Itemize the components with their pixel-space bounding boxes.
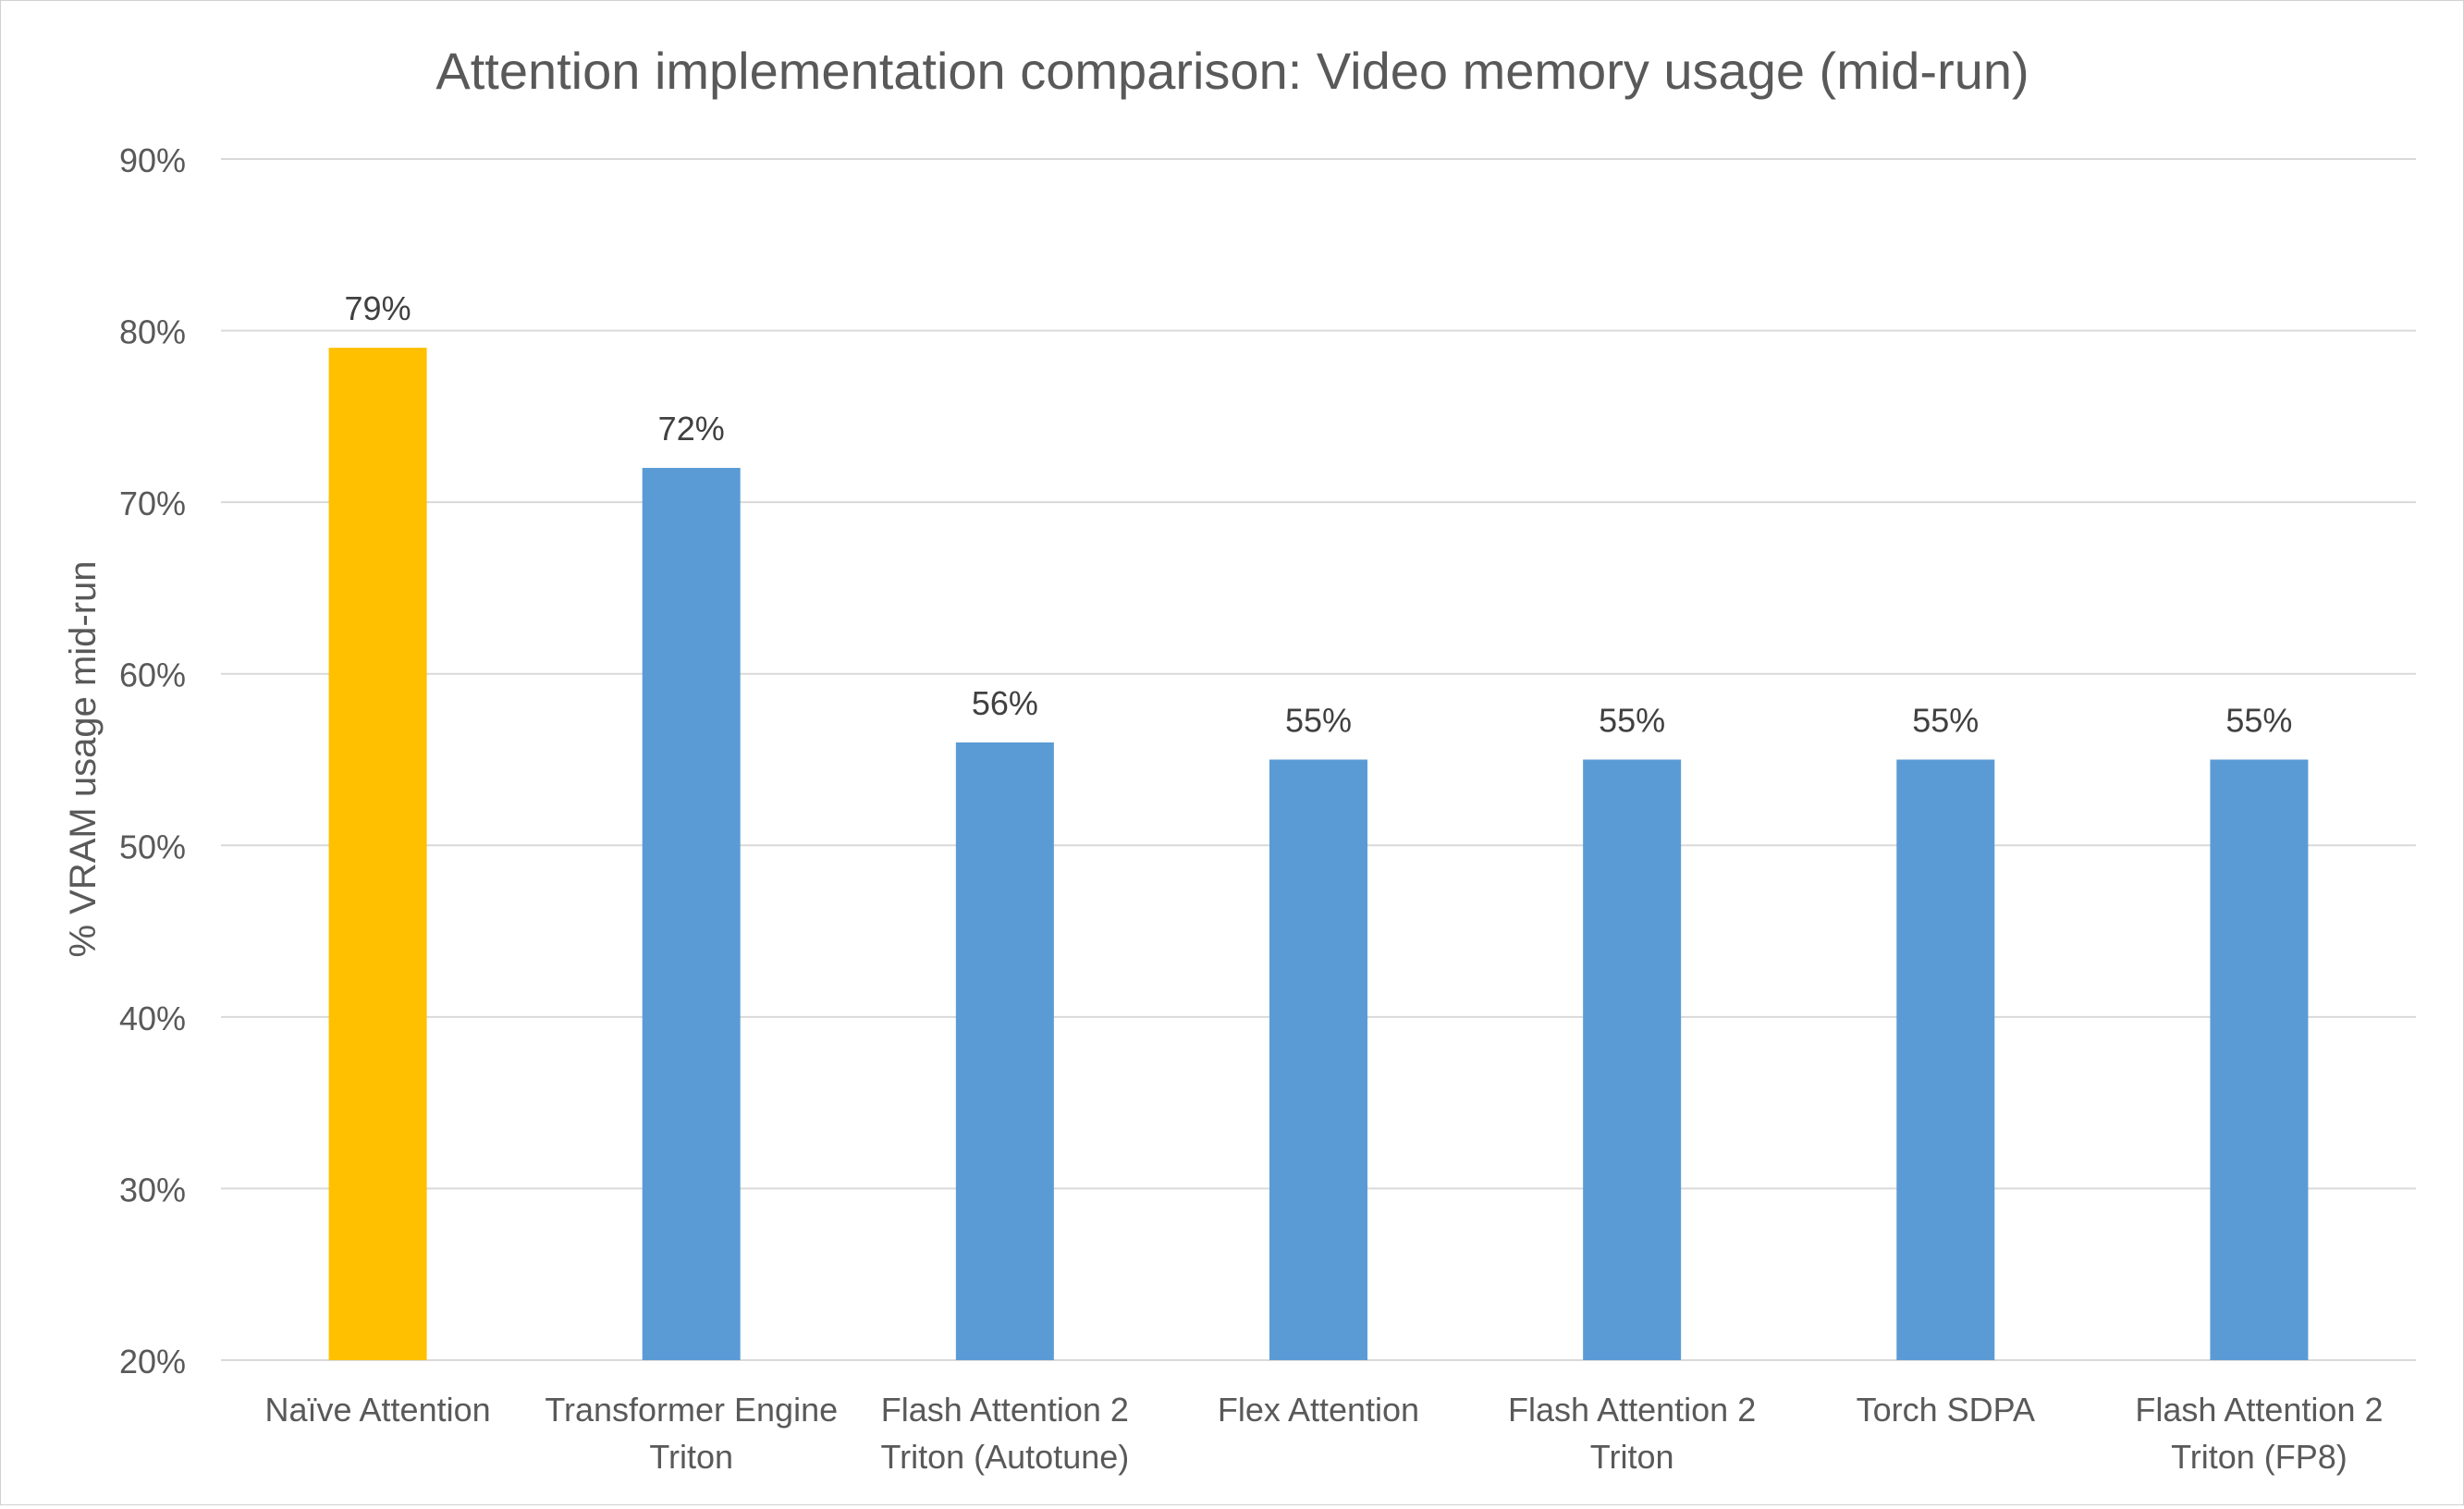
y-tick-label: 60% xyxy=(119,656,186,694)
x-tick-label: Flash Attention 2 xyxy=(2135,1391,2383,1429)
data-label: 55% xyxy=(1285,702,1352,740)
data-label: 79% xyxy=(345,289,411,327)
y-tick-label: 40% xyxy=(119,1000,186,1037)
bar xyxy=(1269,759,1367,1360)
x-tick-label: Transformer Engine xyxy=(545,1391,838,1429)
chart-title: Attention implementation comparison: Vid… xyxy=(435,42,2029,100)
data-label: 55% xyxy=(2225,702,2292,740)
y-tick-label: 50% xyxy=(119,828,186,865)
data-labels: 79% 72% 56% 55% 55% 55% 55% xyxy=(345,289,2293,739)
bar xyxy=(328,348,427,1361)
y-tick-label: 20% xyxy=(119,1343,186,1380)
bar xyxy=(1583,759,1682,1360)
y-tick-label: 80% xyxy=(119,313,186,351)
y-tick-label: 90% xyxy=(119,141,186,179)
x-tick-label: Flash Attention 2 xyxy=(881,1391,1129,1429)
x-tick-label: Triton xyxy=(649,1438,733,1476)
x-axis-ticks: Naïve Attention Transformer Engine Triton F… xyxy=(264,1391,2383,1476)
bar xyxy=(642,468,741,1360)
data-label: 56% xyxy=(972,684,1038,722)
x-tick-label: Flash Attention 2 xyxy=(1508,1391,1756,1429)
bar xyxy=(2210,759,2309,1360)
data-label: 72% xyxy=(658,410,725,448)
y-axis-label: % VRAM usage mid-run xyxy=(63,560,104,957)
bars xyxy=(328,348,2309,1361)
y-tick-label: 30% xyxy=(119,1171,186,1208)
x-tick-label: Flex Attention xyxy=(1218,1391,1419,1429)
data-label: 55% xyxy=(1912,702,1979,740)
y-axis-ticks: 20% 30% 40% 50% 60% 70% 80% 90% xyxy=(119,141,186,1380)
x-tick-label: Triton (Autotune) xyxy=(880,1438,1129,1476)
bar xyxy=(1896,759,1995,1360)
bar xyxy=(955,742,1054,1360)
x-tick-label: Triton xyxy=(1590,1438,1674,1476)
x-tick-label: Torch SDPA xyxy=(1857,1391,2035,1429)
data-label: 55% xyxy=(1599,702,1665,740)
x-tick-label: Naïve Attention xyxy=(264,1391,490,1429)
x-tick-label: Triton (FP8) xyxy=(2171,1438,2348,1476)
y-tick-label: 70% xyxy=(119,485,186,522)
